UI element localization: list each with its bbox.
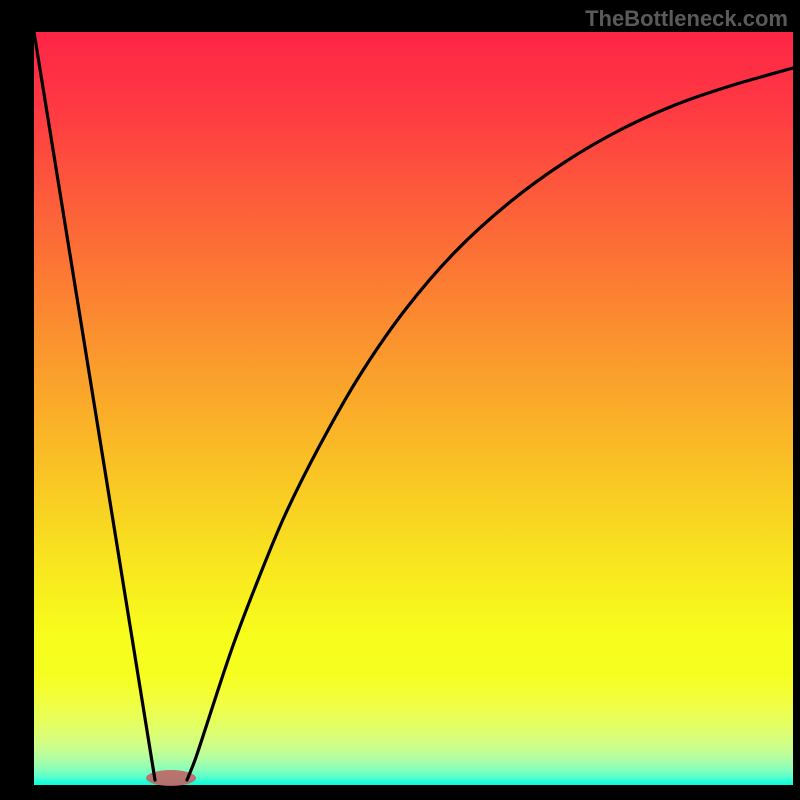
watermark-text: TheBottleneck.com [585, 6, 788, 32]
bottleneck-chart [0, 0, 800, 800]
chart-container: TheBottleneck.com [0, 0, 800, 800]
